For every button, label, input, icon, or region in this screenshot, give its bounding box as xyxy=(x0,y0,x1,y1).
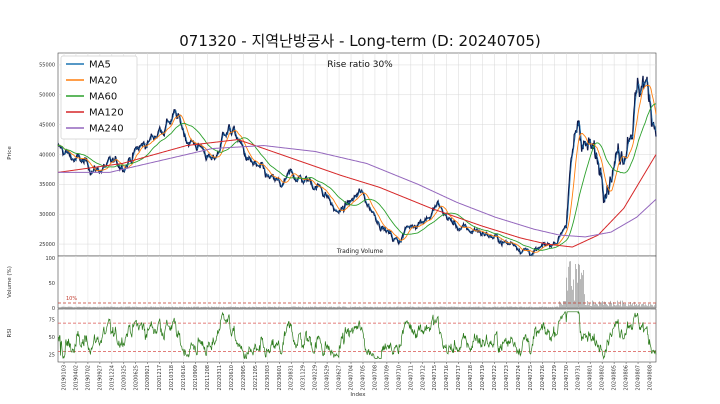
x-tick-label: 20240709 xyxy=(384,365,390,390)
x-axis: 20190103 20190402 20190702 20190927 20191224… xyxy=(62,362,654,390)
x-tick-label: 20200921 xyxy=(145,365,151,390)
volume-threshold-label: 10% xyxy=(66,296,77,302)
price-tick-label: 45000 xyxy=(39,122,55,128)
x-tick-label: 20190927 xyxy=(97,365,103,390)
x-tick-label: 20211208 xyxy=(205,365,211,390)
x-tick-label: 20240718 xyxy=(468,365,474,390)
x-tick-label: 20220905 xyxy=(241,365,247,390)
x-tick-label: 20240801 xyxy=(588,365,594,390)
ma120-line xyxy=(57,139,657,248)
legend-label-ma240: MA240 xyxy=(89,124,124,135)
x-tick-label: 20240627 xyxy=(337,365,343,390)
x-tick-label: 20240715 xyxy=(432,365,438,390)
volume-panel: 0 50 100 xyxy=(45,255,657,312)
price-tick-label: 35000 xyxy=(39,182,55,188)
price-tick-label: 55000 xyxy=(39,63,55,69)
rsi-tick-label: 25 xyxy=(49,353,55,359)
x-tick-label: 20240710 xyxy=(396,365,402,390)
volume-tick-label: 100 xyxy=(45,256,55,262)
legend-label-ma60: MA60 xyxy=(89,92,117,103)
x-tick-label: 20240723 xyxy=(504,365,510,390)
x-tick-label: 20240724 xyxy=(516,365,522,390)
x-tick-label: 20200325 xyxy=(121,365,127,390)
legend-label-ma20: MA20 xyxy=(89,76,117,87)
x-tick-label: 20240729 xyxy=(552,365,558,390)
x-tick-label: 20240708 xyxy=(372,365,378,390)
volume-frame xyxy=(57,255,657,309)
legend: MA5 MA20 MA60 MA120 MA240 xyxy=(60,55,138,140)
x-tick-label: 20190103 xyxy=(62,365,68,390)
x-tick-label: 20240719 xyxy=(480,365,486,390)
price-tick-label: 50000 xyxy=(39,93,55,99)
x-tick-label: 20240716 xyxy=(444,365,450,390)
rsi-line xyxy=(58,310,657,360)
x-tick-label: 20201217 xyxy=(157,365,163,390)
ma20-line xyxy=(57,84,657,253)
x-tick-label: 20230303 xyxy=(265,365,271,390)
x-tick-label: 20240229 xyxy=(313,365,319,390)
ma240-line xyxy=(58,145,657,238)
x-tick-label: 20240806 xyxy=(624,365,630,390)
volume-tick-label: 0 xyxy=(52,306,55,312)
price-tick-label: 30000 xyxy=(39,212,55,218)
volume-tick-label: 50 xyxy=(49,281,55,287)
x-tick-label: 20210909 xyxy=(193,365,199,390)
price-tick-label: 40000 xyxy=(39,152,55,158)
x-tick-label: 20221205 xyxy=(253,365,259,390)
x-tick-label: 20220610 xyxy=(229,365,235,390)
x-tick-label: 20200625 xyxy=(133,365,139,390)
rise-ratio-annotation: Rise ratio 30% xyxy=(327,60,393,70)
price-axis-label: Price xyxy=(7,146,13,160)
x-tick-label: 20240704 xyxy=(349,365,355,390)
price-tick-label: 25000 xyxy=(39,242,55,248)
x-tick-label: 20191224 xyxy=(109,365,115,390)
x-tick-label: 20240722 xyxy=(492,365,498,390)
x-tick-label: 20230601 xyxy=(277,365,283,390)
x-tick-label: 20240726 xyxy=(540,365,546,390)
x-tick-label: 20240805 xyxy=(612,365,618,390)
x-tick-label: 20240711 xyxy=(408,365,414,390)
ma60-line xyxy=(57,103,657,251)
trading-volume-label: Trading Volume xyxy=(336,248,384,255)
x-tick-label: 20230831 xyxy=(289,365,295,390)
x-tick-label: 20240730 xyxy=(564,365,570,390)
price-panel: 25000 30000 35000 40000 45000 50000 55000 xyxy=(39,52,657,257)
ma5-line xyxy=(57,78,657,256)
x-tick-label: 20231129 xyxy=(301,365,307,390)
x-tick-label: 20220311 xyxy=(217,365,223,390)
legend-label-ma120: MA120 xyxy=(89,108,124,119)
x-tick-label: 20240808 xyxy=(648,365,654,390)
rsi-tick-label: 50 xyxy=(49,335,55,341)
volume-axis-label: Volume (%) xyxy=(7,266,13,298)
x-tick-label: 20240731 xyxy=(576,365,582,390)
x-tick-label: 20240802 xyxy=(600,365,606,390)
x-tick-label: 20210616 xyxy=(181,365,187,390)
legend-box xyxy=(60,55,138,140)
x-axis-label: Index xyxy=(350,392,366,398)
x-tick-label: 20190402 xyxy=(73,365,79,390)
x-tick-label: 20240529 xyxy=(325,365,331,390)
x-tick-label: 20210318 xyxy=(169,365,175,390)
rsi-panel: 25 50 75 xyxy=(49,308,657,363)
rsi-axis-label: RSI xyxy=(7,328,13,337)
chart-title: 071320 - 지역난방공사 - Long-term (D: 20240705… xyxy=(179,32,541,50)
legend-label-ma5: MA5 xyxy=(89,60,111,71)
x-tick-label: 20240717 xyxy=(456,365,462,390)
x-tick-label: 20240725 xyxy=(528,365,534,390)
x-tick-label: 20240705 xyxy=(360,365,366,390)
rsi-tick-label: 75 xyxy=(49,317,55,323)
x-tick-label: 20240712 xyxy=(420,365,426,390)
x-tick-label: 20240807 xyxy=(636,365,642,390)
x-tick-label: 20190702 xyxy=(85,365,91,390)
volume-bars xyxy=(57,261,656,308)
